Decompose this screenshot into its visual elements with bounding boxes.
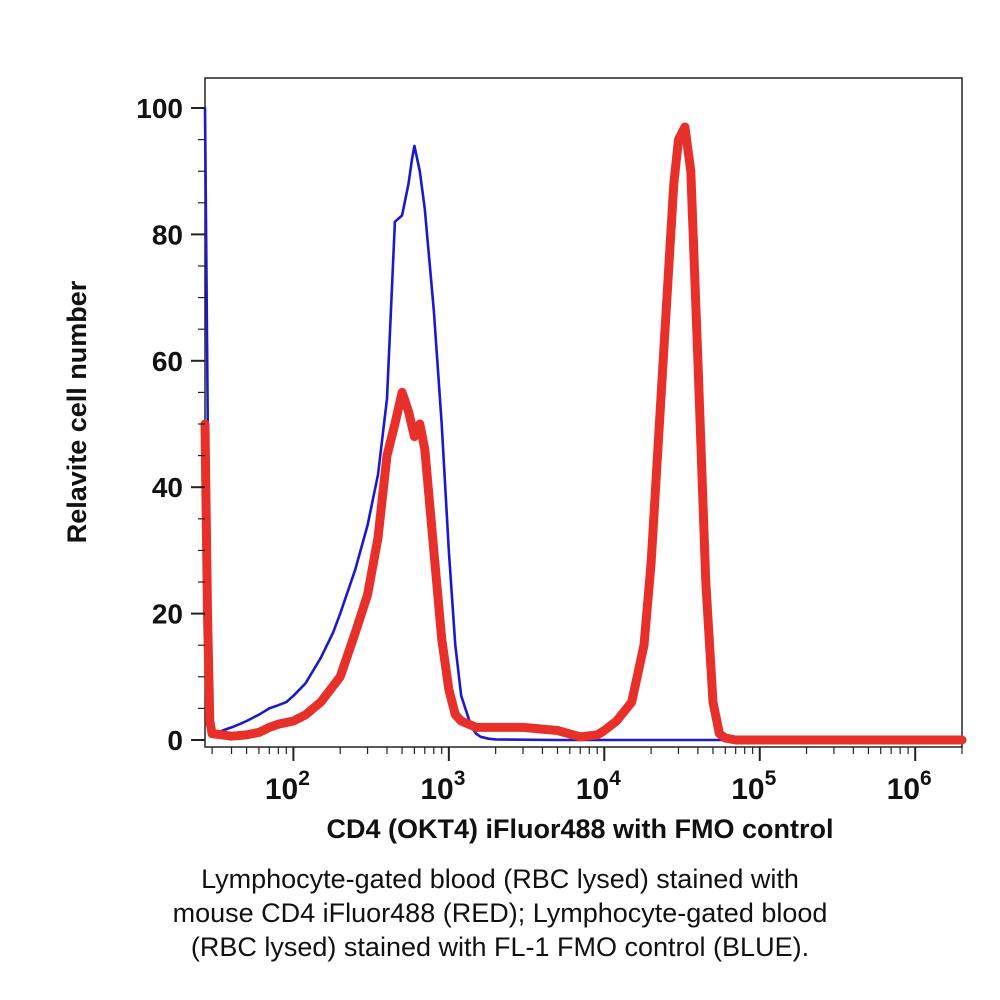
caption-line-1: Lymphocyte-gated blood (RBC lysed) stain… — [201, 864, 799, 894]
figure-caption: Lymphocyte-gated blood (RBC lysed) stain… — [40, 862, 960, 964]
y-tick-label-40: 40 — [152, 472, 183, 503]
caption-line-2: mouse CD4 iFluor488 (RED); Lymphocyte-ga… — [172, 898, 828, 928]
x-tick-label-10000: 104 — [576, 767, 621, 806]
plot-frame — [204, 77, 963, 748]
x-tick-label-100: 102 — [265, 767, 310, 806]
axes-layer: 0 20 40 60 80 100 102 103 104 105 106 — [136, 93, 963, 806]
y-tick-label-20: 20 — [152, 599, 183, 630]
y-axis-title: Relavite cell number — [62, 280, 92, 543]
x-tick-label-1000: 103 — [420, 767, 465, 806]
plot-area — [204, 77, 963, 748]
x-tick-label-100000: 105 — [731, 767, 776, 806]
x-tick-label-1000000: 106 — [887, 767, 932, 806]
y-tick-label-100: 100 — [136, 93, 183, 124]
series-line-1 — [203, 106, 964, 742]
series-layer — [200, 106, 967, 745]
series-line-2 — [200, 122, 967, 745]
caption-line-3: (RBC lysed) stained with FL-1 FMO contro… — [190, 932, 810, 962]
y-tick-label-80: 80 — [152, 219, 183, 250]
y-tick-label-0: 0 — [167, 725, 183, 756]
y-tick-label-60: 60 — [152, 346, 183, 377]
x-axis-title: CD4 (OKT4) iFluor488 with FMO control — [326, 814, 833, 844]
